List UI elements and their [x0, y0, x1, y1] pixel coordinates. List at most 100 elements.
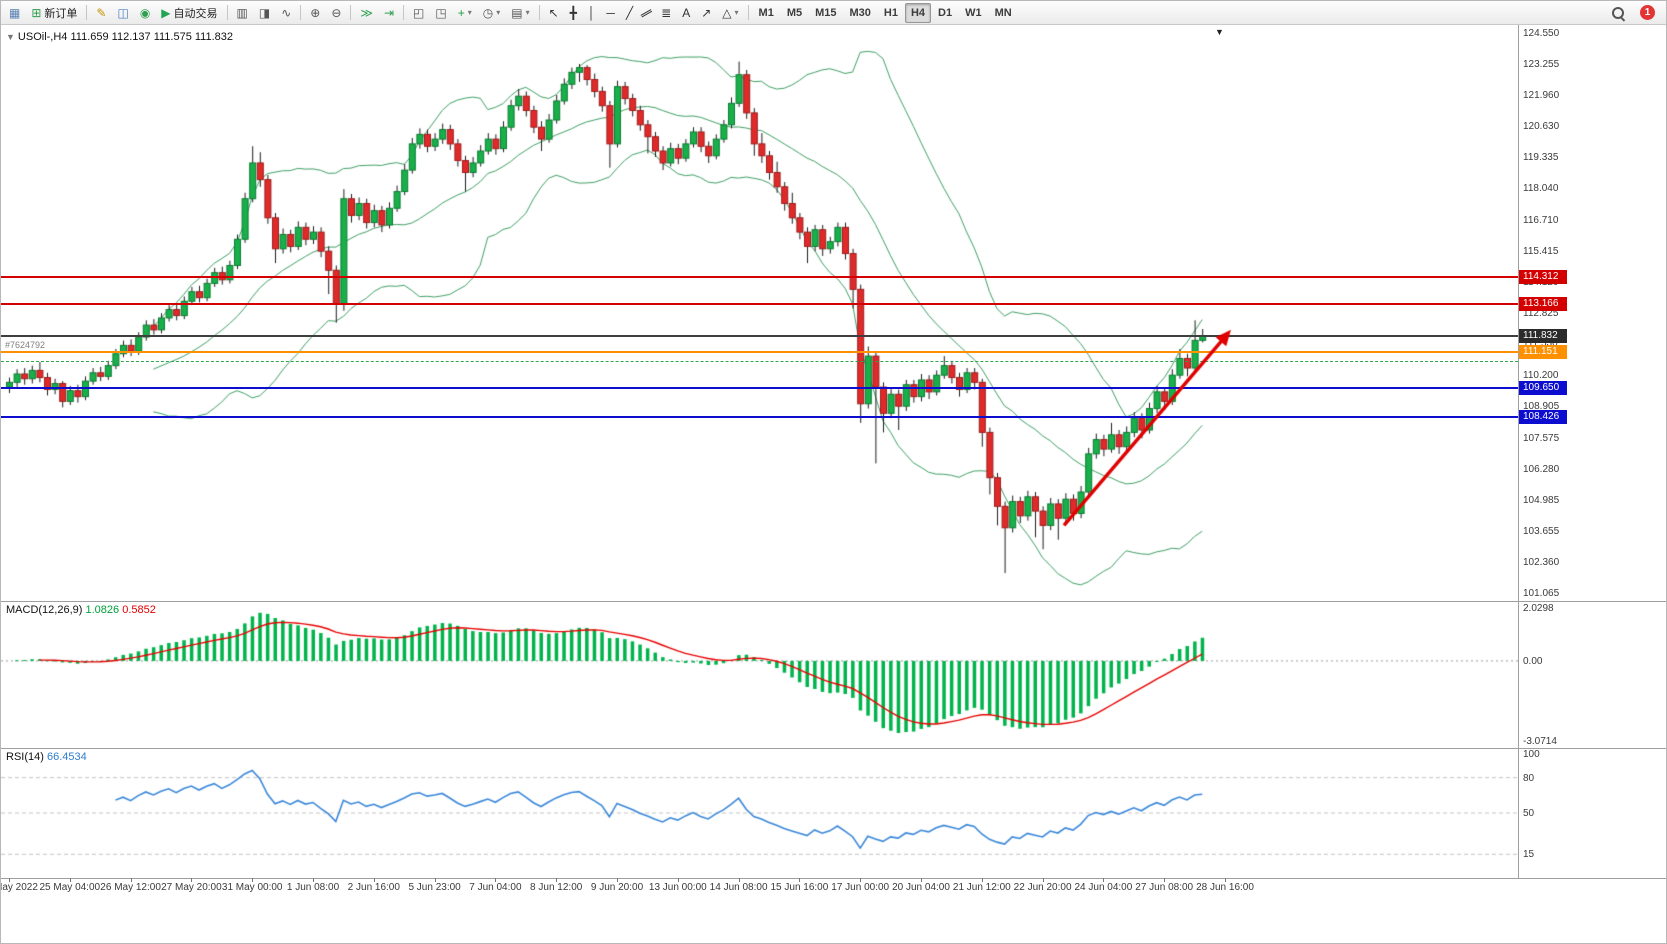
horizontal-line-button[interactable]: ─: [601, 3, 620, 23]
date-axis-tick: [373, 878, 375, 882]
date-axis-label: 9 Jun 20:00: [590, 882, 644, 893]
one-click-trading-toggle[interactable]: ▼: [6, 32, 15, 42]
toolbar-separator: [226, 5, 228, 20]
toolbar-right: 1: [1606, 3, 1663, 23]
crosshair-button[interactable]: ╋: [565, 3, 582, 23]
add-indicator-button[interactable]: + ▾: [453, 3, 477, 23]
toolbar-separator: [747, 5, 749, 20]
chart-shift-icon: ⇥: [383, 5, 395, 20]
timeframe-m5-button[interactable]: M5: [786, 6, 803, 19]
cascade-windows-button[interactable]: ◳: [430, 3, 451, 23]
price-level-line-4[interactable]: [1, 361, 1518, 363]
date-axis-label: 20 Jun 04:00: [892, 882, 950, 893]
cursor-button[interactable]: ↖: [544, 3, 564, 23]
autotrade-button-label: 自动交易: [173, 7, 218, 20]
price-level-line-3[interactable]: [1, 351, 1518, 354]
price-axis-label: 101.065: [1523, 588, 1560, 599]
price-level-line-6[interactable]: [1, 416, 1518, 419]
macd-panel-canvas[interactable]: [1, 601, 1518, 748]
rsi-panel-canvas[interactable]: [1, 748, 1518, 878]
auto-scroll-button[interactable]: ≫: [355, 3, 378, 23]
chart-shift-marker[interactable]: ▼: [1215, 27, 1224, 37]
vertical-line-button[interactable]: │: [583, 3, 601, 23]
timeframe-mn-button[interactable]: MN: [994, 6, 1012, 19]
date-axis-label: 15 Jun 16:00: [770, 882, 829, 893]
rsi-axis-label: 80: [1523, 772, 1535, 784]
date-axis-label: 25 May 04:00: [39, 882, 101, 893]
tile-windows-button[interactable]: ◰: [408, 3, 429, 23]
text-icon: A: [682, 5, 691, 20]
date-axis-label: 26 May 12:00: [100, 882, 161, 893]
price-tag-5: 109.650: [1519, 381, 1567, 396]
crosshair-icon: ╋: [569, 5, 577, 20]
shapes-icon: △: [722, 5, 732, 20]
rsi-axis-label: 50: [1523, 808, 1535, 819]
new-order-button[interactable]: ⊞ 新订单: [26, 3, 82, 23]
chart-window-button[interactable]: ▦: [4, 3, 25, 23]
zoom-out-button[interactable]: ⊖: [326, 3, 346, 23]
auto-scroll-icon: ≫: [360, 5, 373, 20]
market-watch-button[interactable]: ◫: [112, 3, 133, 23]
rsi-axis-label: 100: [1523, 749, 1540, 760]
macd-header: MACD(12,26,9) 1.0826 0.5852: [6, 604, 156, 616]
refresh-icon: ◉: [139, 5, 151, 20]
date-axis-label: 22 Jun 20:00: [1013, 882, 1072, 893]
text-button[interactable]: A: [677, 3, 695, 23]
timeframe-h4-button[interactable]: H4: [904, 2, 932, 23]
shapes-button[interactable]: △ ▾: [717, 3, 743, 23]
channel-button[interactable]: ∥: [639, 3, 655, 23]
date-axis-label: 27 May 20:00: [161, 882, 222, 893]
toolbar-buttons: ▦ ⊞ 新订单 ✎ ◫ ◉ ▶ 自动交易 ▥ ◨ ∿ ⊕ ⊖ ≫ ⇥ ◰ ◳ + ▾ ◷ ▾ ▤ ▾ ↖ ╋ │ ─ ╱ ∥ ≣ A ↗ △ ▾ M…: [4, 2, 1018, 23]
timeframe-d1-button[interactable]: D1: [938, 6, 953, 19]
price-chart-canvas[interactable]: [1, 25, 1518, 601]
arrow-tool-button[interactable]: ↗: [696, 3, 716, 23]
notification-badge[interactable]: 1: [1640, 5, 1655, 20]
horizontal-line-icon: ─: [606, 5, 615, 20]
price-tag-6: 108.426: [1519, 410, 1567, 425]
bar-chart-button[interactable]: ▥: [232, 3, 253, 23]
macd-axis-label: 2.0298: [1523, 603, 1554, 614]
date-axis-label: 21 Jun 12:00: [952, 882, 1011, 893]
date-axis-tick: [313, 878, 314, 882]
price-axis-label: 115.415: [1523, 245, 1559, 257]
zoom-in-button[interactable]: ⊕: [305, 3, 325, 23]
trendline-button[interactable]: ╱: [621, 3, 638, 23]
price-axis-label: 108.905: [1523, 401, 1560, 413]
timeframe-m30-button[interactable]: M30: [849, 6, 871, 19]
price-level-line-5[interactable]: [1, 387, 1518, 390]
price-level-line-0[interactable]: [1, 276, 1518, 279]
periods-button[interactable]: ◷ ▾: [478, 3, 506, 23]
rsi-header: RSI(14) 66.4534: [6, 751, 87, 763]
price-axis-label: 118.040: [1523, 183, 1559, 195]
fibonacci-button[interactable]: ≣: [656, 3, 676, 23]
price-level-line-2[interactable]: [1, 335, 1518, 338]
date-axis-tick: [738, 878, 740, 882]
timeframe-m15-button[interactable]: M15: [815, 6, 837, 19]
macd-axis-label: 0.00: [1523, 655, 1543, 667]
toolbar-separator: [538, 5, 540, 20]
autotrade-button[interactable]: ▶ 自动交易: [156, 3, 222, 23]
price-axis-label: 107.575: [1523, 432, 1560, 444]
timeframe-w1-button[interactable]: W1: [965, 6, 982, 19]
metaeditor-button[interactable]: ✎: [91, 3, 111, 23]
new-order-icon: ⊞: [31, 5, 42, 20]
price-axis-label: 111.530: [1523, 338, 1558, 350]
price-axis-label: 102.360: [1523, 557, 1560, 569]
periods-icon: ◷: [482, 5, 494, 20]
search-button[interactable]: [1606, 3, 1630, 23]
price-level-line-1[interactable]: [1, 303, 1518, 306]
candlestick-chart-button[interactable]: ◨: [254, 3, 275, 23]
templates-icon: ▤: [511, 5, 523, 20]
price-axis-label: 104.985: [1523, 494, 1560, 506]
templates-button[interactable]: ▤ ▾: [506, 3, 534, 23]
line-chart-button[interactable]: ∿: [276, 3, 296, 23]
date-axis-tick: [1164, 878, 1166, 882]
chart-shift-button[interactable]: ⇥: [379, 3, 399, 23]
timeframe-m1-button[interactable]: M1: [758, 6, 774, 19]
refresh-button[interactable]: ◉: [135, 3, 155, 23]
toolbar-separator: [300, 5, 302, 20]
channel-icon: ∥: [639, 6, 655, 19]
price-axis-label: 106.280: [1523, 463, 1560, 475]
timeframe-h1-button[interactable]: H1: [883, 6, 898, 19]
